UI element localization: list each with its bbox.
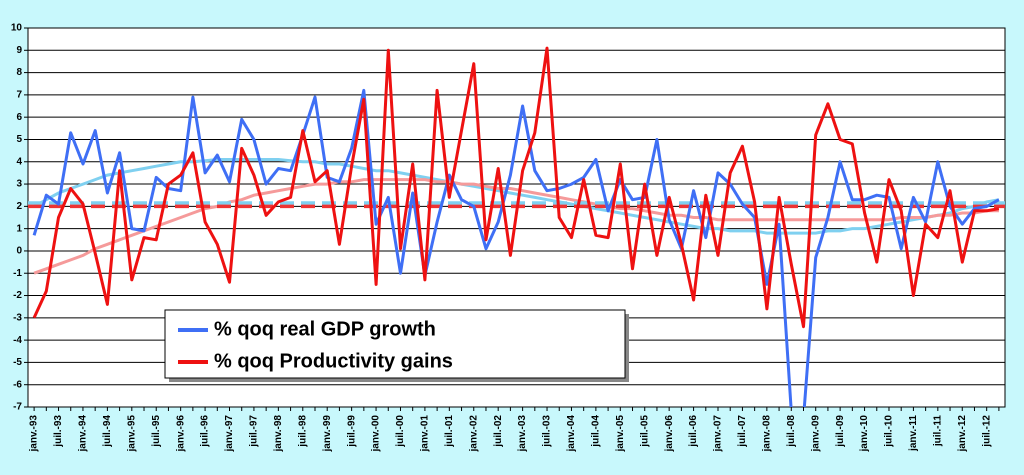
x-tick-label: janv.-08 [761,415,772,453]
legend-entries: % qoq real GDP growth % qoq Productivity … [178,318,453,372]
x-tick-label: janv.-05 [615,415,626,453]
x-tick-label: juil.-94 [102,415,113,448]
grid [28,27,1005,408]
y-tick-label: 9 [16,45,22,56]
x-tick-label: juil.-12 [981,415,992,448]
y-tick-label: 4 [16,156,22,167]
y-tick-label: 0 [16,246,22,257]
x-tick-label: juil.-11 [932,415,943,448]
x-tick-label: juil.-05 [639,415,650,448]
x-tick-label: janv.-01 [420,415,431,453]
legend [164,309,626,379]
x-tick-label: juil.-96 [200,415,211,448]
x-tick-label: juil.-00 [395,415,406,448]
y-tick-label: 1 [16,223,22,234]
x-tick-label: janv.-98 [273,415,284,453]
trend-line [33,178,999,275]
x-tick-label: janv.-07 [713,415,724,453]
legend-label: % qoq Productivity gains [214,350,453,372]
series-line [32,88,1000,407]
x-tick-label: janv.-95 [126,415,137,453]
y-tick-label: -7 [13,402,22,413]
x-tick-label: juil.-01 [444,415,455,448]
x-tick-label: juil.-02 [493,415,504,448]
x-tick-label: juil.-99 [346,415,357,448]
y-tick-label: 7 [16,90,22,101]
y-tick-label: -6 [13,379,22,390]
x-tick-label: juil.-08 [786,415,797,448]
x-tick-label: juil.-97 [249,415,260,448]
x-tick-label: janv.-10 [859,415,870,453]
x-tick-label: janv.-93 [29,415,40,453]
y-tick-label: -2 [13,290,22,301]
y-tick-label: -5 [13,357,22,368]
x-tick-label: juil.-06 [688,415,699,448]
y-tick-label: 10 [11,23,23,34]
x-tick-label: juil.-93 [53,415,64,448]
y-tick-label: 6 [16,112,22,123]
x-tick-label: juil.-95 [151,415,162,448]
x-tick-label: juil.-98 [297,415,308,448]
plot [28,46,1005,407]
axis: -7 -6 -5 -4 -3 -2 -1 0 1 2 3 4 5 6 7 8 9 10 janv.-93 juil.-… [11,23,1000,453]
x-tick-label: janv.-00 [371,415,382,453]
y-tick-label: 5 [16,134,22,145]
x-tick-label: janv.-12 [957,415,968,453]
x-tick-label: juil.-09 [835,415,846,448]
legend-label: % qoq real GDP growth [214,318,436,340]
y-tick-label: 2 [16,201,22,212]
x-tick-label: janv.-06 [664,415,675,453]
x-tick-label: juil.-10 [884,415,895,448]
series-line [32,46,1000,329]
x-tick-label: janv.-96 [175,415,186,453]
x-tick-label: janv.-04 [566,415,577,453]
x-tick-label: juil.-03 [542,415,553,448]
x-tick-label: janv.-94 [78,415,89,453]
x-tick-label: juil.-04 [591,415,602,448]
x-tick-label: janv.-97 [224,415,235,453]
x-tick-label: janv.-11 [908,415,919,452]
y-tick-label: -1 [13,268,22,279]
y-tick-label: 3 [16,179,22,190]
x-tick-label: janv.-03 [517,415,528,453]
y-tick-label: -3 [13,312,22,323]
x-tick-label: juil.-07 [737,415,748,448]
x-tick-label: janv.-99 [322,415,333,453]
y-tick-label: -4 [13,335,22,346]
x-tick-label: janv.-02 [468,415,479,453]
x-tick-label: janv.-09 [810,415,821,453]
y-tick-label: 8 [16,67,22,78]
